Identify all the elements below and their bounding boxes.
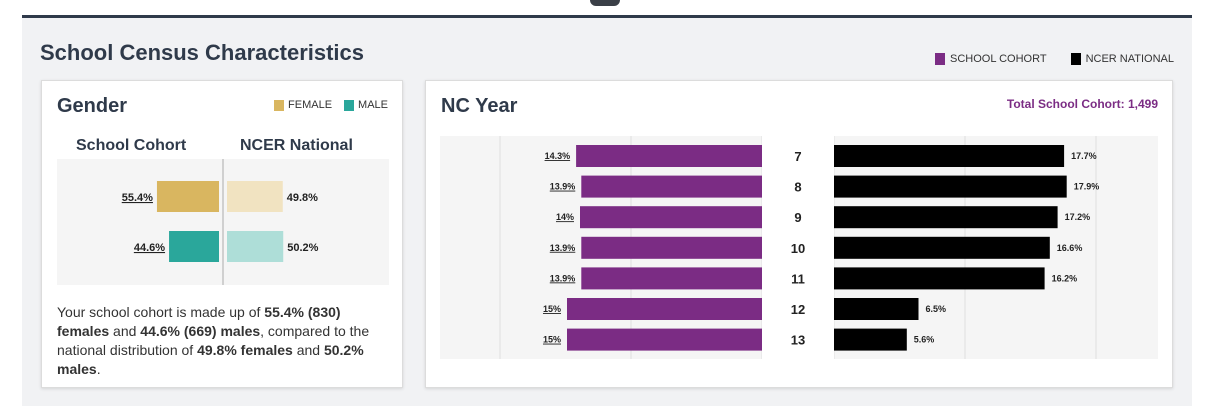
nc-year-title: NC Year	[441, 95, 518, 117]
gender-legend: FEMALE MALE	[274, 99, 388, 111]
school-cohort-year-7-bar	[576, 145, 762, 167]
total-school-cohort: Total School Cohort: 1,499	[1006, 97, 1158, 111]
desc-national-female: 49.8% females	[197, 342, 293, 358]
ncer-national-female-label: 49.8%	[287, 192, 318, 204]
legend-swatch-female	[274, 99, 285, 111]
desc-female-count: 55.4% (830) females	[57, 304, 341, 339]
legend-swatch-school-cohort	[935, 53, 945, 65]
ncer-national-year-11-bar	[834, 267, 1045, 290]
ncer-national-year-7-label: 17.7%	[1071, 151, 1097, 161]
school-cohort-year-9-label: 14%	[556, 212, 574, 222]
ncer-national-year-12-label: 6.5%	[926, 304, 947, 314]
legend-swatch-male	[344, 99, 355, 111]
ncer-national-female-bar	[227, 181, 283, 212]
school-cohort-year-9-bar	[580, 206, 762, 229]
school-cohort-year-10-bar	[581, 236, 762, 259]
desc-text-1: Your school cohort is made up of	[57, 304, 265, 320]
ncer-national-year-8-bar	[834, 175, 1067, 198]
nc-year-card: NC Year Total School Cohort: 1,499 14.3%…	[425, 80, 1173, 388]
legend-ncer-national: NCER NATIONAL	[1070, 53, 1174, 65]
ncer-national-year-10-label: 16.6%	[1057, 243, 1083, 253]
ncer-national-year-13-label: 5.6%	[914, 335, 935, 345]
legend-label-male: MALE	[358, 99, 388, 111]
section-legend: SCHOOL COHORT NCER NATIONAL	[935, 53, 1174, 65]
ncer-national-year-9-label: 17.2%	[1065, 212, 1091, 222]
section-title: School Census Characteristics	[40, 40, 365, 65]
ncer-national-year-7-bar	[834, 145, 1065, 167]
column-head-school-cohort: School Cohort	[76, 137, 187, 154]
ncer-national-year-8-label: 17.9%	[1074, 182, 1100, 192]
ncer-national-male-bar	[227, 231, 284, 262]
school-cohort-male-label: 44.6%	[134, 242, 165, 254]
gender-card: Gender FEMALE MALE School Cohort NCER Na…	[41, 80, 403, 388]
desc-text-2: and	[109, 323, 141, 339]
school-cohort-year-12-label: 15%	[543, 304, 561, 314]
desc-text-3: , compared to the national distribution …	[57, 323, 370, 358]
school-cohort-female-label: 55.4%	[122, 192, 153, 204]
nc-year-tick-11: 11	[791, 271, 805, 286]
legend-swatch-ncer-national	[1070, 53, 1081, 65]
desc-text-4: and	[292, 342, 324, 358]
nc-year-label-column	[762, 136, 834, 359]
school-cohort-female-bar	[156, 181, 219, 212]
nc-year-tick-13: 13	[791, 333, 805, 348]
nc-year-tick-9: 9	[794, 210, 801, 225]
nc-year-tick-7: 7	[794, 149, 801, 164]
section-top-handle	[590, 0, 620, 6]
ncer-national-male-label: 50.2%	[287, 242, 318, 254]
legend-label-female: FEMALE	[288, 99, 333, 111]
column-head-ncer-national: NCER National	[240, 137, 353, 154]
ncer-national-year-9-bar	[834, 206, 1058, 229]
nc-year-chart-area: 14.3% 7 17.7% 13.9% 8 17.9% 14% 9 17.2% 13.9% 10 16…	[440, 136, 1158, 359]
ncer-national-year-12-bar	[834, 298, 919, 320]
gender-description: Your school cohort is made up of 55.4% (…	[57, 303, 387, 379]
ncer-national-year-13-bar	[834, 328, 907, 351]
desc-male-count: 44.6% (669) males	[140, 323, 261, 339]
nc-year-chart: 14.3% 7 17.7% 13.9% 8 17.9% 14% 9 17.2% 13.9% 10 16…	[499, 136, 1100, 359]
school-cohort-year-8-label: 13.9%	[550, 182, 576, 192]
nc-year-tick-12: 12	[791, 302, 805, 317]
school-cohort-year-13-label: 15%	[543, 335, 561, 345]
ncer-national-year-10-bar	[834, 236, 1050, 259]
nc-year-tick-8: 8	[794, 180, 801, 195]
desc-text-5: .	[96, 361, 101, 377]
school-cohort-male-bar	[169, 231, 219, 262]
school-cohort-year-8-bar	[581, 175, 762, 198]
ncer-national-year-11-label: 16.2%	[1052, 273, 1078, 283]
legend-label-ncer-national: NCER NATIONAL	[1085, 53, 1174, 65]
school-cohort-year-11-label: 13.9%	[550, 273, 576, 283]
nc-year-tick-10: 10	[791, 241, 805, 256]
gender-chart-area: 55.4% 49.8% 44.6% 50.2%	[57, 159, 389, 285]
school-cohort-year-11-bar	[581, 267, 762, 290]
legend-label-school-cohort: SCHOOL COHORT	[950, 53, 1047, 65]
legend-male: MALE	[344, 99, 388, 111]
gender-title: Gender	[57, 95, 128, 117]
school-cohort-year-7-label: 14.3%	[545, 151, 571, 161]
school-cohort-year-10-label: 13.9%	[550, 243, 576, 253]
school-cohort-year-13-bar	[567, 328, 762, 351]
school-census-section: School Census Characteristics SCHOOL COH…	[22, 15, 1192, 406]
gender-chart: 55.4% 49.8% 44.6% 50.2%	[122, 159, 319, 285]
school-cohort-year-12-bar	[567, 298, 762, 320]
legend-school-cohort: SCHOOL COHORT	[935, 53, 1047, 65]
desc-national-male: 50.2% males	[57, 342, 364, 377]
legend-female: FEMALE	[274, 99, 332, 111]
